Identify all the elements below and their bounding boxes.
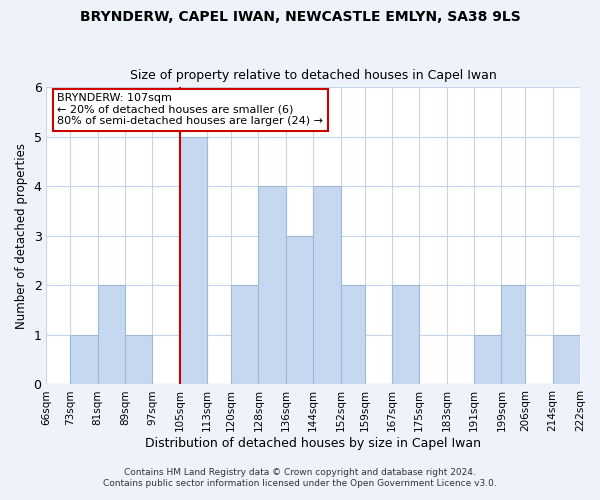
Bar — [259, 186, 286, 384]
Text: Contains HM Land Registry data © Crown copyright and database right 2024.
Contai: Contains HM Land Registry data © Crown c… — [103, 468, 497, 487]
Bar — [231, 286, 259, 384]
Bar — [313, 186, 341, 384]
Title: Size of property relative to detached houses in Capel Iwan: Size of property relative to detached ho… — [130, 69, 497, 82]
Bar — [502, 286, 525, 384]
Y-axis label: Number of detached properties: Number of detached properties — [15, 143, 28, 329]
Bar — [70, 335, 98, 384]
Text: BRYNDERW, CAPEL IWAN, NEWCASTLE EMLYN, SA38 9LS: BRYNDERW, CAPEL IWAN, NEWCASTLE EMLYN, S… — [80, 10, 520, 24]
Bar — [98, 286, 125, 384]
Bar — [180, 137, 207, 384]
Bar — [474, 335, 502, 384]
Bar — [553, 335, 580, 384]
X-axis label: Distribution of detached houses by size in Capel Iwan: Distribution of detached houses by size … — [145, 437, 481, 450]
Text: BRYNDERW: 107sqm
← 20% of detached houses are smaller (6)
80% of semi-detached h: BRYNDERW: 107sqm ← 20% of detached house… — [57, 94, 323, 126]
Bar — [286, 236, 313, 384]
Bar — [341, 286, 365, 384]
Bar — [125, 335, 152, 384]
Bar — [392, 286, 419, 384]
